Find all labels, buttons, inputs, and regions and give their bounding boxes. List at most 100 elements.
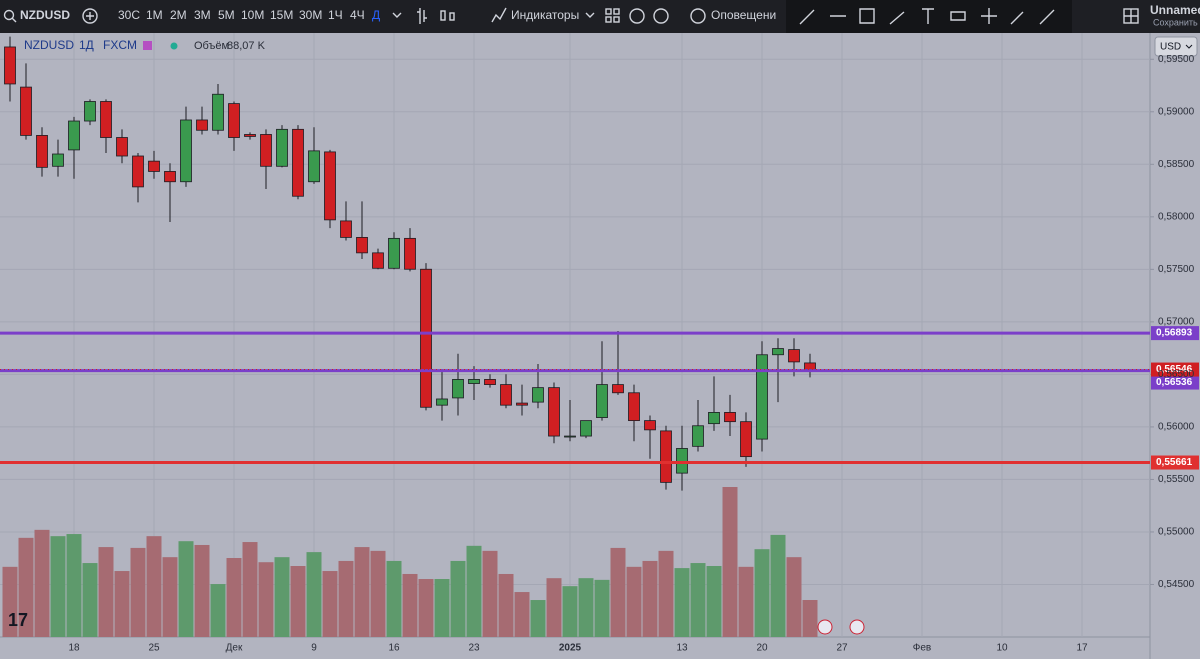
x-tick-label: 23 (468, 643, 480, 654)
volume-bar (226, 558, 242, 637)
save-status: Сохранить (1153, 17, 1198, 27)
compare-button[interactable] (82, 8, 98, 24)
timeframe[interactable]: 4Ч (350, 8, 365, 22)
volume-bar (626, 566, 642, 637)
timeframe[interactable]: 30С (118, 8, 140, 22)
x-tick-label: Фев (913, 643, 931, 654)
drawing-toolbar (786, 0, 1072, 33)
volume-bar (242, 542, 258, 637)
legend-interval: 1Д (79, 38, 94, 52)
volume-bar (674, 568, 690, 637)
x-tick-label: 18 (68, 643, 80, 654)
timeframe[interactable]: 1Ч (328, 8, 343, 22)
y-tick-label: 0,59500 (1158, 54, 1195, 65)
candle-body (52, 153, 64, 167)
volume-bar (482, 550, 498, 637)
indicators-dropdown[interactable] (585, 12, 595, 18)
event-flag[interactable] (849, 619, 865, 635)
indicators-button[interactable]: Индикаторы (511, 8, 579, 22)
candle-body (548, 387, 560, 437)
candle-body (804, 362, 816, 370)
price-label: 0,56893 (1156, 328, 1193, 339)
timeframe[interactable]: 15М (270, 8, 293, 22)
volume-bar (370, 550, 386, 637)
timeframes: 30С 1М 2М 3М 5М 10М 15М 30М 1Ч 4Ч Д (118, 8, 380, 22)
candle-style-icon[interactable] (440, 10, 446, 21)
volume (2, 487, 818, 637)
timeframe-dropdown[interactable] (392, 12, 402, 18)
volume-bar (594, 579, 610, 637)
volume-bar (194, 544, 210, 637)
event-flag[interactable] (817, 619, 833, 635)
plus-icon (86, 12, 94, 20)
candle-body (532, 387, 544, 403)
volume-bar (546, 578, 562, 637)
symbol[interactable]: NZDUSD (20, 8, 70, 22)
layout-name[interactable]: Unnamed (1150, 3, 1200, 17)
volume-bar (514, 592, 530, 637)
currency[interactable]: USD (1160, 42, 1181, 53)
volume-bar (642, 560, 658, 637)
timeframe[interactable]: 2М (170, 8, 187, 22)
candle-body (580, 420, 592, 437)
tv-logo[interactable]: 17 (8, 610, 28, 630)
volume-bar (322, 571, 338, 637)
candle-body (404, 237, 416, 270)
bar-style-icon[interactable] (417, 8, 427, 24)
x-tick-label: 13 (676, 643, 688, 654)
volume-bar (530, 600, 546, 637)
replay-button[interactable] (629, 8, 645, 24)
x-tick-label: 2025 (559, 643, 582, 654)
volume-bar (658, 550, 674, 637)
x-tick-label: 16 (388, 643, 400, 654)
volume-bar (306, 552, 322, 637)
x-tick-label: 20 (756, 643, 768, 654)
candle-body (452, 379, 464, 399)
chart-pane (0, 33, 1150, 637)
volume-bar (18, 537, 34, 637)
drawing-tools[interactable] (799, 8, 1055, 25)
layout-icon[interactable] (605, 8, 612, 15)
time-axis (0, 637, 1150, 659)
search-icon-handle (11, 17, 17, 23)
x-tick-label: 17 (1076, 643, 1088, 654)
timeframe[interactable]: 10М (241, 8, 264, 22)
volume-bar (210, 584, 226, 637)
candle-body (148, 160, 160, 172)
volume-bar (386, 560, 402, 637)
volume-bar (402, 573, 418, 637)
candle-body (84, 101, 96, 122)
currency-button[interactable] (1154, 36, 1198, 57)
candle-body (244, 134, 256, 137)
candle-body (132, 155, 144, 188)
search-icon[interactable] (3, 9, 15, 21)
candle-body (196, 119, 208, 131)
y-tick-label: 0,55500 (1158, 474, 1195, 485)
alerts-button[interactable]: Оповещени (711, 8, 776, 22)
candle-body (116, 137, 128, 157)
timeframe[interactable]: 30М (299, 8, 322, 22)
layout-icon (613, 8, 620, 15)
timeframe[interactable]: Д (372, 8, 380, 22)
candle-body (756, 354, 768, 440)
price-label-bg (1151, 455, 1199, 470)
strategy-button[interactable] (653, 8, 669, 24)
timeframe[interactable]: 1М (146, 8, 163, 22)
y-tick-label: 0,58500 (1158, 159, 1195, 170)
timeframe[interactable]: 5М (218, 8, 235, 22)
y-tick-label: 0,58000 (1158, 211, 1195, 222)
candle-body (596, 384, 608, 418)
candle-body (276, 128, 288, 167)
y-tick-label: 0,57000 (1158, 317, 1195, 328)
legend-flag (143, 41, 152, 50)
legend-symbol: NZDUSD (24, 38, 74, 52)
layout-icon (605, 16, 612, 23)
volume-bar (34, 529, 50, 637)
candle-body (356, 237, 368, 254)
timeframe[interactable]: 3М (194, 8, 211, 22)
levels: 0,56893 0,56536 0,55661 0,56546 (0, 326, 1199, 470)
volume-bar (802, 599, 818, 637)
price-label-bg (1151, 362, 1199, 377)
